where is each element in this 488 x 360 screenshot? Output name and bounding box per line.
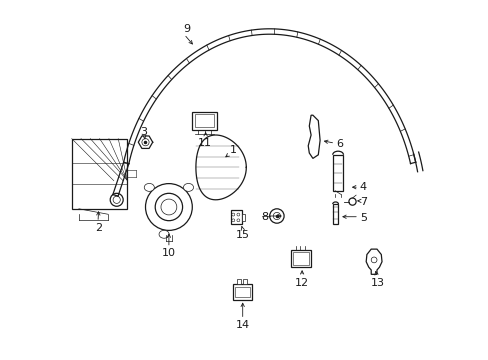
Text: 4: 4 [359,182,366,192]
Ellipse shape [183,184,193,192]
Circle shape [269,209,284,223]
Text: 12: 12 [294,278,308,288]
Text: 15: 15 [235,230,249,240]
Text: 3: 3 [140,127,147,137]
Circle shape [231,213,234,216]
Circle shape [110,193,123,206]
Text: 5: 5 [359,213,366,223]
Bar [72,139,127,209]
Bar [292,252,309,265]
Ellipse shape [144,184,154,192]
Circle shape [145,184,192,230]
Circle shape [142,139,149,146]
Text: 11: 11 [198,138,211,148]
Bar [332,204,338,224]
Text: 14: 14 [235,320,249,330]
Text: 10: 10 [162,248,176,258]
Circle shape [237,219,239,222]
Text: 1: 1 [230,145,237,155]
Bar [291,250,310,267]
Bar [241,214,244,221]
Circle shape [231,219,234,222]
Text: 6: 6 [336,139,343,149]
Bar [236,279,241,284]
Circle shape [370,257,376,263]
Text: 7: 7 [359,197,366,207]
Ellipse shape [159,230,169,238]
Polygon shape [366,249,381,274]
Circle shape [237,213,239,216]
Bar [230,210,241,224]
Bar [243,279,247,284]
Circle shape [113,196,120,203]
Bar [232,284,251,300]
Text: 13: 13 [370,278,384,288]
Circle shape [161,199,177,215]
Text: 8: 8 [260,212,267,222]
Bar [192,112,216,130]
Polygon shape [307,115,320,158]
Text: 2: 2 [95,223,102,233]
Bar [235,287,249,297]
Text: 9: 9 [183,24,190,34]
Circle shape [348,198,355,205]
Bar [332,155,343,191]
Circle shape [155,193,182,221]
Circle shape [273,212,280,220]
Bar [195,114,213,127]
